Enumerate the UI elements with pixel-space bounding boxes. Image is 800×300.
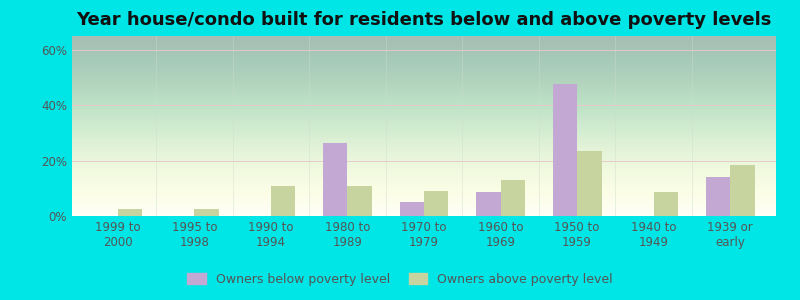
Bar	[424, 191, 449, 216]
Bar	[399, 202, 424, 216]
Bar	[194, 209, 219, 216]
Bar	[501, 180, 525, 216]
Bar	[706, 177, 730, 216]
Bar	[476, 193, 501, 216]
Bar	[271, 185, 295, 216]
Legend: Owners below poverty level, Owners above poverty level: Owners below poverty level, Owners above…	[182, 268, 618, 291]
Bar	[347, 185, 372, 216]
Title: Year house/condo built for residents below and above poverty levels: Year house/condo built for residents bel…	[76, 11, 772, 29]
Bar	[118, 209, 142, 216]
Bar	[654, 193, 678, 216]
Bar	[323, 142, 347, 216]
Bar	[553, 85, 577, 216]
Bar	[577, 151, 602, 216]
Bar	[730, 165, 754, 216]
